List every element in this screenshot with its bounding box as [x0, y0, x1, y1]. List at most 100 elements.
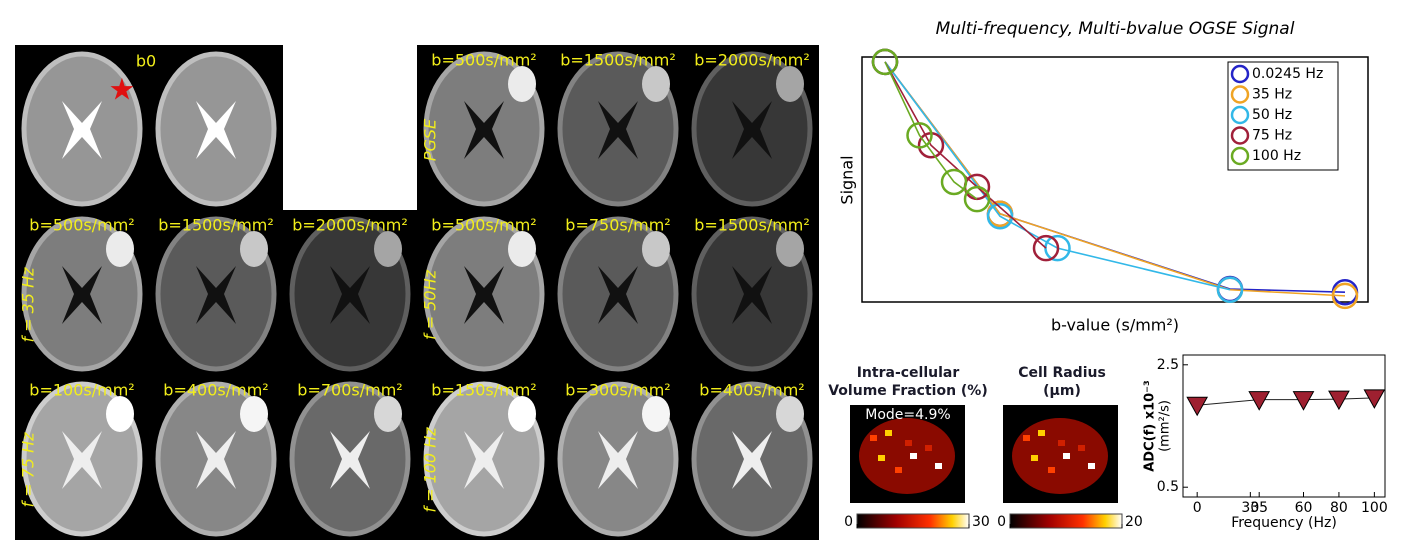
b-value-label: b=750s/mm² [565, 216, 670, 235]
plot-area [1182, 354, 1386, 498]
b-value-label: b=500s/mm² [431, 51, 536, 70]
colorbar-tick-label: 20 [1125, 514, 1143, 530]
b-value-label: b=400s/mm² [163, 381, 268, 400]
map-cell [1078, 445, 1085, 451]
map-cell [1048, 467, 1055, 473]
colorbar-tick-label: 0 [844, 514, 853, 530]
lesion-star: ★ [109, 73, 136, 108]
colorbar-tick-label: 30 [972, 514, 990, 530]
ventricle [62, 431, 102, 489]
row-label: f = 100 Hz [421, 427, 440, 513]
b-value-label: b=2000s/mm² [694, 51, 810, 70]
row-label: PGSE [421, 118, 440, 161]
legend-marker [1230, 105, 1250, 125]
map-cell [878, 455, 885, 461]
data-point [986, 203, 1014, 230]
ventricle [196, 266, 236, 324]
b-value-label: b=2000s/mm² [292, 216, 408, 235]
map-cell [935, 463, 942, 469]
map-title: (µm) [1043, 383, 1081, 399]
row-label: f = 50Hz [421, 269, 440, 340]
lesion [106, 231, 134, 267]
data-point [940, 168, 968, 196]
lesion [240, 231, 268, 267]
legend-marker [1230, 146, 1250, 166]
colorbar-tick-label: 0 [997, 514, 1006, 530]
y-tick-label: 2.5 [1157, 357, 1179, 373]
ventricle [732, 101, 772, 159]
legend-label: 75 Hz [1252, 128, 1292, 144]
chart-title: Multi-frequency, Multi-bvalue OGSE Signa… [936, 19, 1295, 39]
lesion [776, 396, 804, 432]
data-point [1216, 276, 1244, 303]
map-cell [885, 430, 892, 436]
map-cell [870, 435, 877, 441]
ventricle [464, 431, 504, 489]
b-value-label: b=150s/mm² [431, 381, 536, 400]
legend-label: 0.0245 Hz [1252, 66, 1323, 82]
x-axis-label: b-value (s/mm²) [1051, 316, 1179, 335]
x-tick-label: 60 [1295, 500, 1313, 516]
legend-marker [1230, 126, 1250, 145]
data-point [906, 122, 933, 149]
data-point [963, 185, 991, 213]
ventricle [464, 101, 504, 159]
series-line [884, 61, 978, 200]
x-tick-label: 35 [1250, 500, 1268, 516]
data-point [871, 48, 899, 76]
row-label: f = 75 Hz [19, 432, 38, 508]
colorbar [856, 513, 970, 529]
data-point [1363, 389, 1386, 409]
ventricle [330, 266, 370, 324]
data-point [1186, 396, 1209, 417]
y-axis-label: Signal [838, 155, 857, 204]
map-tissue [1012, 418, 1108, 494]
map-title: Volume Fraction (%) [828, 383, 988, 399]
b-value-label: b=1500s/mm² [694, 216, 810, 235]
lesion [508, 231, 536, 267]
y-axis-label: ADC(f) x10⁻³ [1143, 380, 1158, 472]
lesion [508, 396, 536, 432]
legend-label: 50 Hz [1252, 107, 1292, 123]
b-value-label: b=1500s/mm² [560, 51, 676, 70]
data-point [1032, 234, 1060, 262]
ventricle [62, 101, 102, 159]
legend-marker [1230, 64, 1250, 84]
ventricle [598, 431, 638, 489]
map-cell [910, 453, 917, 459]
map-cell [925, 445, 932, 451]
row-label: f = 35 Hz [19, 267, 38, 343]
lesion [642, 231, 670, 267]
map-cell [1058, 440, 1065, 446]
lesion [508, 66, 536, 102]
b-value-label: b=300s/mm² [565, 381, 670, 400]
map-cell [1088, 463, 1095, 469]
y-axis-label: (mm²/s) [1158, 400, 1173, 452]
legend-label: 35 Hz [1252, 87, 1292, 103]
ventricle [732, 431, 772, 489]
data-point [1248, 391, 1271, 411]
x-tick-label: 30 [1241, 500, 1259, 516]
b0-label: b0 [136, 52, 156, 71]
map-cell [1038, 430, 1045, 436]
lesion [776, 66, 804, 102]
legend-marker [1230, 85, 1250, 104]
b-value-label: b=500s/mm² [29, 216, 134, 235]
map-cell [895, 467, 902, 473]
colorbar [1009, 513, 1123, 529]
b-value-label: b=100s/mm² [29, 381, 134, 400]
data-point [1292, 391, 1315, 411]
map-cell [1023, 435, 1030, 441]
map-cell [1063, 453, 1070, 459]
x-axis-label: Frequency (Hz) [1231, 515, 1337, 531]
lesion [374, 396, 402, 432]
map-annotation: Mode=4.9% [865, 407, 950, 423]
b-value-label: b=400s/mm² [699, 381, 804, 400]
ventricle [196, 101, 236, 159]
ventricle [330, 431, 370, 489]
map-title: Cell Radius [1018, 365, 1106, 381]
y-tick-label: 0.5 [1157, 479, 1179, 495]
ventricle [598, 266, 638, 324]
ventricle [598, 101, 638, 159]
